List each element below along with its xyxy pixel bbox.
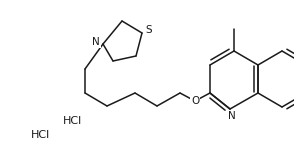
Text: HCl: HCl <box>62 116 82 126</box>
Text: HCl: HCl <box>30 130 50 140</box>
Text: S: S <box>146 25 152 35</box>
Text: N: N <box>228 111 236 121</box>
Text: O: O <box>191 96 199 106</box>
Text: N: N <box>92 37 100 47</box>
